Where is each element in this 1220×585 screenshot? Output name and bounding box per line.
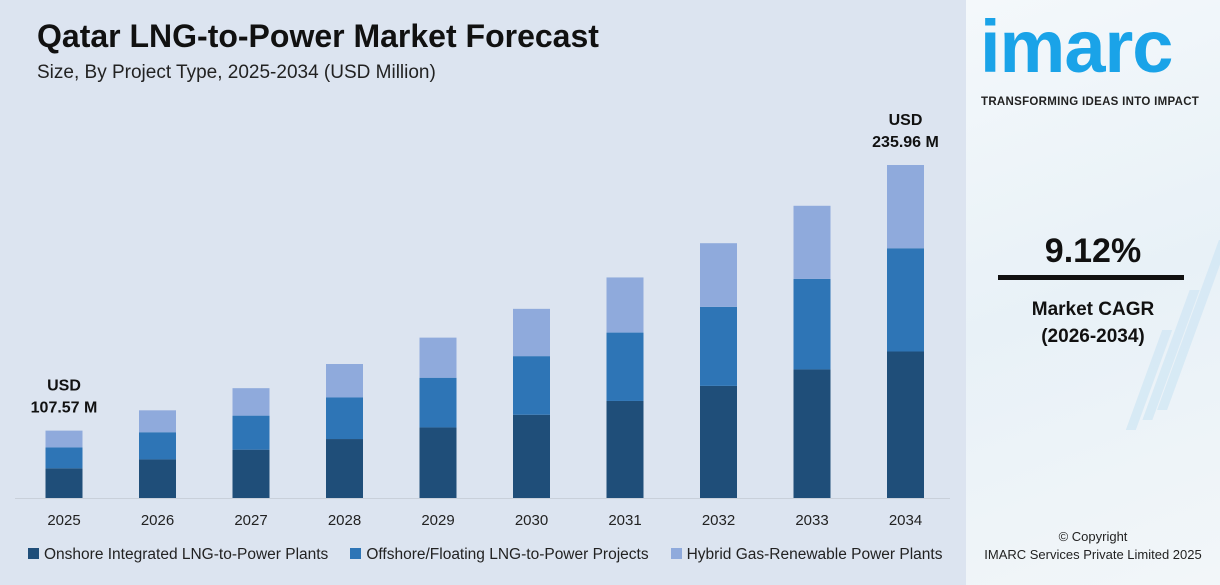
cagr-label-text: Market CAGR [1031, 299, 1155, 320]
x-tick-label: 2031 [608, 512, 641, 529]
bar-segment-2033-0 [793, 369, 831, 498]
tagline: TRANSFORMING IDEAS INTO IMPACT [981, 96, 1200, 108]
bar-segment-2027-2 [232, 388, 270, 416]
data-label: USD [47, 378, 81, 395]
bar-segment-2030-2 [513, 308, 550, 357]
legend: Onshore Integrated LNG-to-Power Plants O… [28, 546, 942, 564]
data-label: 107.57 M [31, 400, 98, 417]
x-tick-label: 2032 [702, 512, 735, 529]
bar-segment-2025-2 [45, 430, 83, 448]
x-tick-label: 2026 [141, 512, 174, 529]
bar-segment-2031-0 [606, 400, 644, 498]
copyright: © Copyright IMARC Services Private Limite… [966, 528, 1220, 564]
bar-segment-2029-1 [419, 377, 457, 428]
bar-segment-2025-0 [45, 468, 83, 498]
legend-swatch [670, 548, 682, 559]
bar-segment-2026-1 [139, 432, 176, 460]
legend-label: Hybrid Gas-Renewable Power Plants [686, 546, 943, 563]
bar-segment-2030-0 [513, 414, 550, 498]
chart-title: Qatar LNG-to-Power Market Forecast [37, 18, 599, 54]
bar-segment-2034-1 [887, 248, 924, 352]
data-label: 235.96 M [872, 134, 939, 151]
cagr-value: 9.12% [1044, 232, 1142, 270]
bar-segment-2034-2 [887, 165, 924, 249]
imarc-logo: imarc [980, 10, 1173, 84]
x-tick-label: 2030 [515, 512, 548, 529]
legend-label: Onshore Integrated LNG-to-Power Plants [44, 546, 329, 563]
x-tick-label: 2025 [47, 512, 80, 529]
bar-segment-2027-1 [232, 415, 270, 450]
copyright-text: © Copyright [1058, 529, 1128, 544]
bar-segment-2032-2 [700, 243, 737, 307]
bar-segment-2031-2 [606, 277, 644, 333]
legend-item-offshore: Offshore/Floating LNG-to-Power Projects [350, 546, 649, 564]
x-tick-label: 2027 [234, 512, 267, 529]
bar-segment-2033-1 [793, 278, 831, 370]
bar-segment-2031-1 [606, 332, 644, 401]
bar-segment-2028-0 [326, 439, 363, 498]
bar-segment-2033-2 [793, 205, 831, 279]
logo-text: imarc [980, 5, 1173, 88]
side-panel: imarc TRANSFORMING IDEAS INTO IMPACT 9.1… [966, 0, 1220, 585]
x-tick-label: 2029 [421, 512, 454, 529]
chart-panel: Qatar LNG-to-Power Market Forecast Size,… [0, 0, 966, 585]
bar-segment-2026-2 [139, 410, 176, 433]
data-label: USD [889, 112, 923, 129]
bar-segment-2029-2 [419, 337, 457, 378]
legend-item-hybrid: Hybrid Gas-Renewable Power Plants [670, 546, 943, 564]
x-tick-label: 2034 [889, 512, 922, 529]
x-tick-label: 2033 [795, 512, 828, 529]
legend-swatch [28, 548, 39, 559]
stacked-bar-chart: 2025 USD 107.57 M 2026 2027 2028 2029 2030 2031 2… [15, 112, 950, 529]
bar-segment-2026-0 [139, 459, 176, 498]
bar-segment-2030-1 [513, 356, 550, 415]
bar-segment-2028-2 [326, 364, 363, 398]
cagr-label: Market CAGR (2026-2034) [966, 296, 1220, 350]
divider [998, 275, 1184, 280]
bar-segment-2032-1 [700, 306, 737, 386]
company-name: IMARC Services Private Limited 2025 [984, 547, 1202, 562]
legend-item-onshore: Onshore Integrated LNG-to-Power Plants [28, 546, 328, 564]
bar-segment-2027-0 [232, 449, 270, 498]
legend-swatch [350, 548, 362, 559]
bar-segment-2032-0 [700, 385, 737, 498]
legend-label: Offshore/Floating LNG-to-Power Projects [366, 546, 649, 563]
x-tick-label: 2028 [328, 512, 361, 529]
bar-segment-2034-0 [887, 351, 924, 498]
chart-subtitle: Size, By Project Type, 2025-2034 (USD Mi… [37, 62, 436, 83]
bar-segment-2025-1 [45, 447, 83, 469]
bar-segment-2028-1 [326, 397, 363, 440]
bar-segment-2029-0 [419, 427, 457, 498]
cagr-period: (2026-2034) [1041, 326, 1145, 347]
